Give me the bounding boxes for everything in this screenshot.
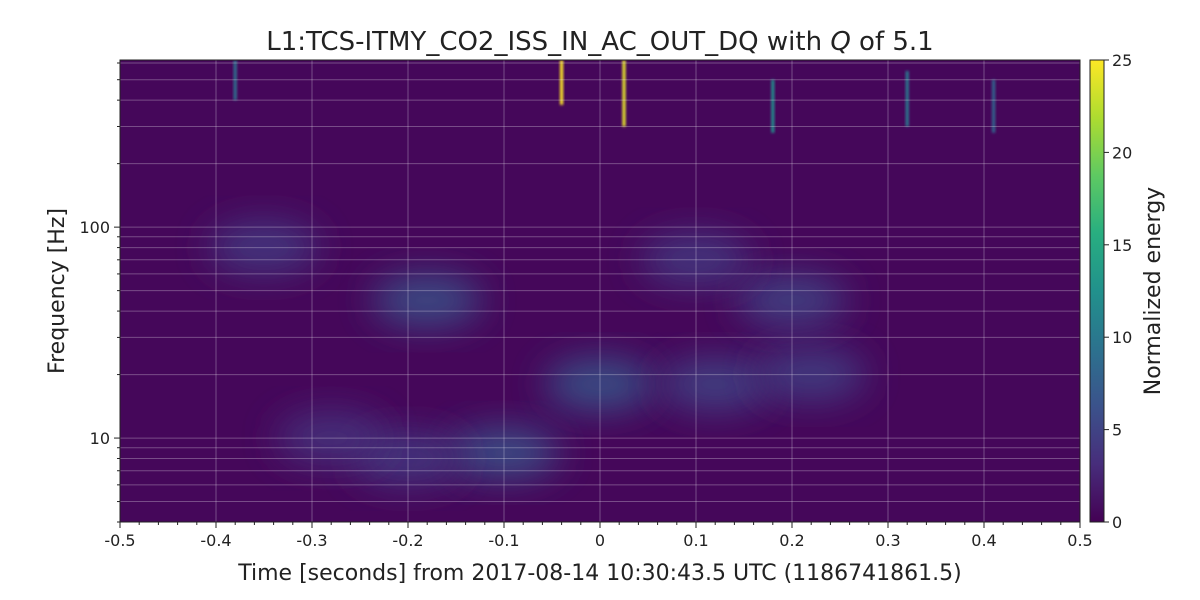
colorbar: 0 5 10 15 20 25 Normalized energy [1089,51,1166,532]
colorbar-tick-label: 0 [1112,513,1122,532]
x-tick-label: -0.1 [488,531,519,550]
chart-title: L1:TCS-ITMY_CO2_ISS_IN_AC_OUT_DQ with Q … [266,27,933,57]
x-tick-label: -0.5 [104,531,135,550]
title-prefix: L1:TCS-ITMY_CO2_ISS_IN_AC_OUT_DQ with [266,27,830,57]
y-axis: 10 100 [79,62,120,523]
colorbar-tick-label: 20 [1112,143,1132,162]
x-tick-label: 0 [595,531,605,550]
heatmap-spike [560,60,564,105]
x-axis-label: Time [seconds] from 2017-08-14 10:30:43.… [237,561,961,586]
heatmap-blob [209,221,319,274]
x-tick-label: 0.4 [971,531,996,550]
heatmap-spike [905,70,909,127]
heatmap-features [209,60,996,485]
heatmap-blob [545,358,655,411]
x-tick-label: -0.4 [200,531,231,550]
heatmap-spike [622,60,626,127]
colorbar-gradient [1089,59,1105,523]
heatmap-blob [737,274,847,327]
x-tick-label: 0.1 [683,531,708,550]
colorbar-tick-label: 10 [1112,328,1132,347]
x-tick-label: 0.3 [875,531,900,550]
y-axis-label: Frequency [Hz] [45,208,70,374]
heatmap-blob [756,348,867,401]
plot-area [119,59,1081,523]
x-tick-label: 0.5 [1067,531,1092,550]
title-q-symbol: Q [830,27,850,57]
y-tick-label: 100 [79,218,110,237]
title-suffix: of 5.1 [851,27,934,57]
grid-layer [120,60,1080,522]
heatmap-blob [449,426,559,479]
heatmap-blob [372,274,483,327]
heatmap-blob [276,412,387,465]
colorbar-tick-label: 25 [1112,51,1132,70]
heatmap-spike [992,79,996,133]
colorbar-label: Normalized energy [1141,187,1166,395]
heatmap-blob [660,358,771,411]
heatmap-spike [771,79,775,133]
y-tick-label: 10 [90,429,110,448]
colorbar-tick-label: 5 [1112,421,1122,440]
colorbar-tick-label: 15 [1112,236,1132,255]
heatmap-blob [641,233,751,286]
colorbar-ticks: 0 5 10 15 20 25 [1104,51,1132,532]
x-tick-label: -0.2 [392,531,423,550]
x-tick-label: 0.2 [779,531,804,550]
x-axis: -0.5 -0.4 -0.3 -0.2 -0.1 0 0.1 0.2 0.3 0.4 0.5 [104,522,1093,550]
x-tick-label: -0.3 [296,531,327,550]
heatmap-spike [233,60,237,101]
